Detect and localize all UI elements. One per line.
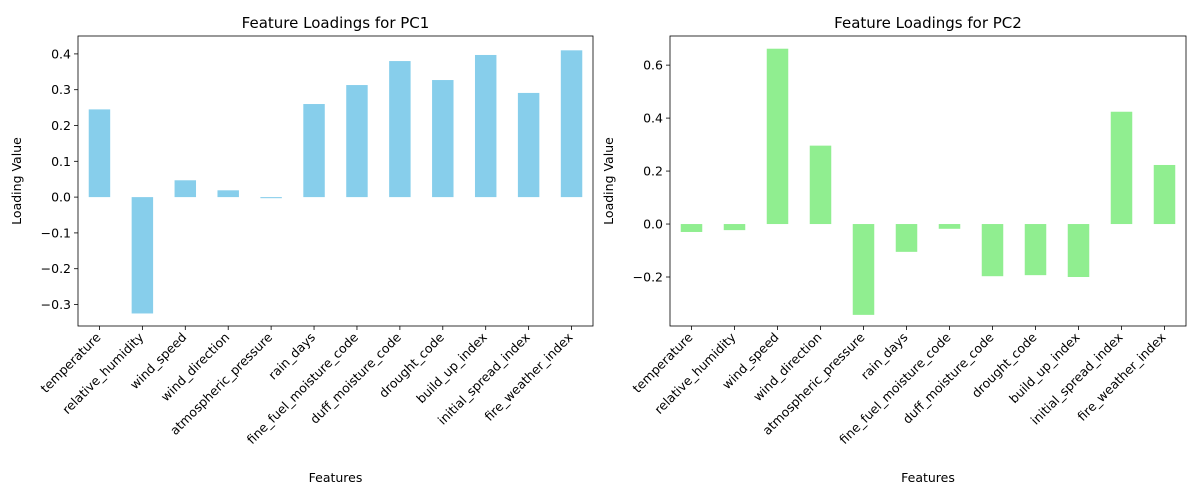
bar-duff-moisture-code xyxy=(981,224,1004,277)
bar-fire-weather-index xyxy=(560,50,583,198)
bar-wind-speed xyxy=(174,180,197,198)
y-tick-label: 0.4 xyxy=(51,46,71,61)
bar-fire-weather-index xyxy=(1153,164,1176,225)
bar-rain-days xyxy=(303,104,325,198)
chart-pc1: Feature Loadings for PC1 Features Loadin… xyxy=(9,14,594,485)
bar-wind-direction xyxy=(809,145,832,225)
bar-fine-fuel-moisture-code xyxy=(938,224,961,229)
bar-initial-spread-index xyxy=(1110,111,1133,225)
bar-duff-moisture-code xyxy=(389,61,411,198)
bar-atmospheric-pressure xyxy=(852,224,875,315)
y-tick-label: 0.0 xyxy=(51,190,71,205)
bar-atmospheric-pressure xyxy=(260,197,282,199)
bar-wind-direction xyxy=(217,190,239,198)
y-tick-label: −0.1 xyxy=(41,225,71,240)
x-axis-label: Features xyxy=(901,470,955,485)
y-tick-label: 0.6 xyxy=(643,58,663,73)
chart-title: Feature Loadings for PC2 xyxy=(834,14,1022,32)
bar-relative-humidity xyxy=(131,197,154,314)
bar-drought-code xyxy=(432,80,454,198)
bar-fine-fuel-moisture-code xyxy=(346,85,368,198)
y-axis-label: Loading Value xyxy=(9,137,24,225)
y-tick-label: 0.4 xyxy=(643,111,663,126)
bar-temperature xyxy=(88,109,111,198)
bar-relative-humidity xyxy=(723,224,746,231)
chart-title: Feature Loadings for PC1 xyxy=(242,14,430,32)
y-tick-label: −0.3 xyxy=(41,297,71,312)
x-tick-label: relative_humidity xyxy=(59,329,147,417)
bar-drought-code xyxy=(1024,224,1047,276)
y-tick-label: 0.2 xyxy=(643,164,663,179)
bar-rain-days xyxy=(895,224,918,252)
bar-build-up-index xyxy=(474,54,497,198)
y-tick-label: −0.2 xyxy=(41,261,71,276)
y-tick-label: −0.2 xyxy=(633,270,663,285)
x-axis-label: Features xyxy=(309,470,363,485)
y-tick-label: 0.0 xyxy=(643,217,663,232)
bar-initial-spread-index xyxy=(517,92,540,198)
axes-frame xyxy=(669,35,1187,327)
x-tick-label: relative_humidity xyxy=(651,329,739,417)
bar-build-up-index xyxy=(1067,224,1090,278)
y-tick-label: 0.2 xyxy=(51,118,71,133)
bar-wind-speed xyxy=(766,48,789,225)
y-tick-label: 0.1 xyxy=(51,154,71,169)
chart-pc2: Feature Loadings for PC2 Features Loadin… xyxy=(601,14,1187,485)
bar-temperature xyxy=(680,224,703,232)
y-axis-label: Loading Value xyxy=(601,137,616,225)
axes-frame xyxy=(77,35,594,327)
y-tick-label: 0.3 xyxy=(51,82,71,97)
